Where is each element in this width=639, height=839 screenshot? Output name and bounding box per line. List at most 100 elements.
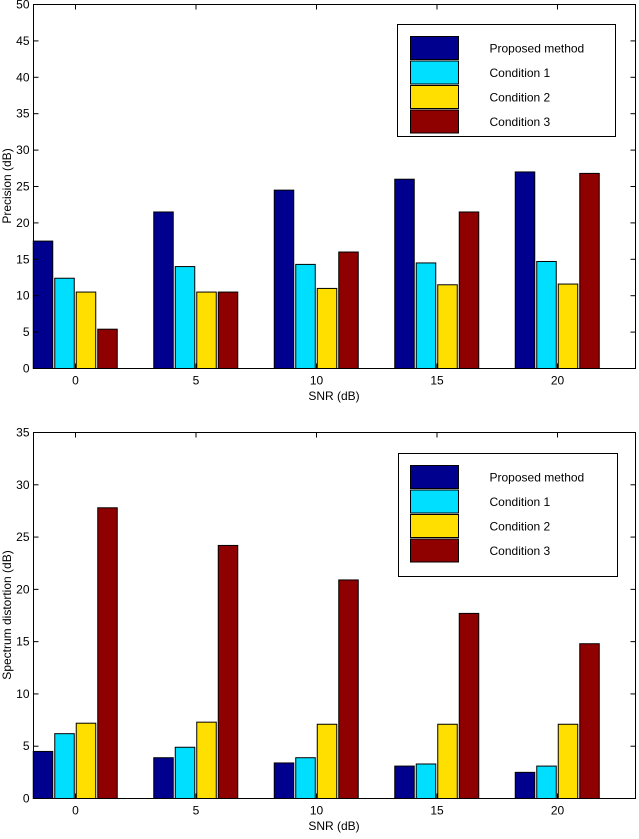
spectrum-distortion-bar — [338, 579, 359, 800]
precision-x-axis: 0 5 10 15 20 — [72, 4, 565, 388]
legend-label: Condition 3 — [490, 544, 551, 558]
x-tick-label: 10 — [310, 804, 324, 818]
legend-label: Condition 3 — [490, 115, 551, 129]
y-tick-label: 10 — [16, 289, 30, 303]
precision-bar — [415, 262, 437, 369]
spectrum-distortion-bar — [273, 762, 295, 800]
precision-bar — [338, 251, 359, 370]
precision-bar — [394, 178, 415, 369]
precision-y-axis: 0 5 10 15 20 25 30 35 40 45 50 — [16, 0, 636, 376]
legend-swatch — [410, 538, 459, 563]
y-tick-label: 0 — [23, 362, 30, 376]
spectrum-distortion-bar — [97, 507, 118, 799]
spectrum-distortion-bar — [196, 721, 217, 799]
precision-bar — [32, 240, 54, 370]
x-tick-label: 15 — [430, 804, 444, 818]
precision-bar — [153, 211, 174, 369]
precision-bars — [32, 171, 600, 370]
y-tick-label: 5 — [23, 325, 30, 339]
spectrum-distortion-bar — [437, 723, 458, 799]
spectrum-distortion-bar — [75, 722, 97, 799]
y-tick-label: 50 — [16, 0, 30, 12]
precision-bar — [458, 211, 480, 369]
y-tick-label: 20 — [16, 582, 30, 596]
precision-bar — [196, 291, 217, 369]
legend-label: Proposed method — [490, 471, 585, 485]
spectrum-distortion-bar — [557, 723, 579, 799]
spectrum-distortion-bar — [174, 746, 196, 800]
y-tick-label: 25 — [16, 530, 30, 544]
spectrum-distortion-bar — [394, 765, 415, 800]
legend-swatch — [410, 465, 459, 489]
legend-swatch — [410, 60, 459, 85]
spectrum-distortion-bar — [514, 771, 536, 799]
precision-bar — [557, 283, 579, 369]
x-tick-label: 20 — [551, 374, 565, 388]
y-tick-label: 45 — [16, 34, 30, 48]
precision-bar — [273, 189, 295, 369]
y-tick-label: 20 — [16, 216, 30, 230]
y-tick-label: 25 — [16, 180, 30, 194]
precision-bar — [514, 171, 536, 369]
precision-bar — [316, 287, 338, 370]
legend-label: Proposed method — [490, 42, 585, 56]
spectrum-distortion-bar — [54, 733, 75, 799]
precision-x-axis-label: SNR (dB) — [308, 389, 359, 403]
precision-y-axis-label: Precision (dB) — [0, 148, 14, 223]
precision-bar — [97, 328, 118, 369]
spectrum-distortion-bar — [536, 765, 557, 800]
spectrum-distortion-bar — [579, 643, 600, 800]
x-tick-label: 0 — [72, 374, 79, 388]
legend-label: Condition 2 — [490, 91, 551, 105]
spectrum-distortion-bar — [415, 763, 437, 800]
legend-swatch — [410, 514, 459, 538]
y-tick-label: 15 — [16, 252, 30, 266]
x-tick-label: 15 — [430, 374, 444, 388]
spectrum-distortion-bar — [153, 757, 174, 800]
y-tick-label: 35 — [16, 426, 30, 440]
precision-bar — [579, 172, 600, 369]
x-tick-label: 5 — [193, 804, 200, 818]
legend-swatch — [410, 109, 459, 134]
spectrum-distortion-bar — [316, 723, 338, 799]
legend-swatch — [410, 489, 459, 514]
spectrum-distortion-bar — [295, 757, 316, 800]
precision-chart: 0 5 10 15 20 25 30 35 40 45 50 0 5 10 15 20 SNR (dB) P… — [0, 0, 636, 403]
y-tick-label: 30 — [16, 478, 30, 492]
legend-label: Condition 2 — [490, 520, 551, 534]
precision-bar — [536, 260, 557, 370]
precision-bar — [174, 266, 196, 369]
y-tick-label: 5 — [23, 739, 30, 753]
y-tick-label: 40 — [16, 70, 30, 84]
precision-bar — [437, 284, 458, 369]
spectrum-distortion-x-axis-label: SNR (dB) — [308, 819, 359, 833]
x-tick-label: 0 — [72, 804, 79, 818]
spectrum-distortion-bar — [32, 750, 54, 800]
spectrum-distortion-bar — [217, 544, 239, 799]
legend-swatch — [410, 36, 459, 60]
precision-bar — [75, 291, 97, 369]
y-tick-label: 15 — [16, 635, 30, 649]
x-tick-label: 20 — [551, 804, 565, 818]
y-tick-label: 0 — [23, 792, 30, 806]
precision-bar — [295, 263, 316, 369]
spectrum-distortion-chart: 0 5 10 15 20 25 30 35 0 5 10 15 20 SNR (dB) Spectru… — [0, 426, 636, 833]
spectrum-distortion-y-axis-label: Spectrum distortion (dB) — [0, 550, 14, 679]
spectrum-distortion-legend: Proposed method Condition 1 Condition 2 Con… — [398, 453, 618, 577]
y-tick-label: 10 — [16, 687, 30, 701]
y-tick-label: 35 — [16, 107, 30, 121]
y-tick-label: 30 — [16, 143, 30, 157]
spectrum-distortion-x-axis: 0 5 10 15 20 — [72, 432, 565, 818]
spectrum-distortion-bar — [458, 612, 480, 799]
x-tick-label: 10 — [310, 374, 324, 388]
legend-label: Condition 1 — [490, 66, 551, 80]
precision-bar — [54, 277, 75, 369]
x-tick-label: 5 — [193, 374, 200, 388]
precision-legend: Proposed method Condition 1 Condition 2 Con… — [397, 24, 616, 137]
legend-swatch — [410, 85, 459, 109]
spectrum-distortion-y-axis: 0 5 10 15 20 25 30 35 — [16, 426, 636, 806]
legend-label: Condition 1 — [490, 495, 551, 509]
precision-bar — [217, 291, 239, 369]
spectrum-distortion-bars — [32, 507, 600, 800]
